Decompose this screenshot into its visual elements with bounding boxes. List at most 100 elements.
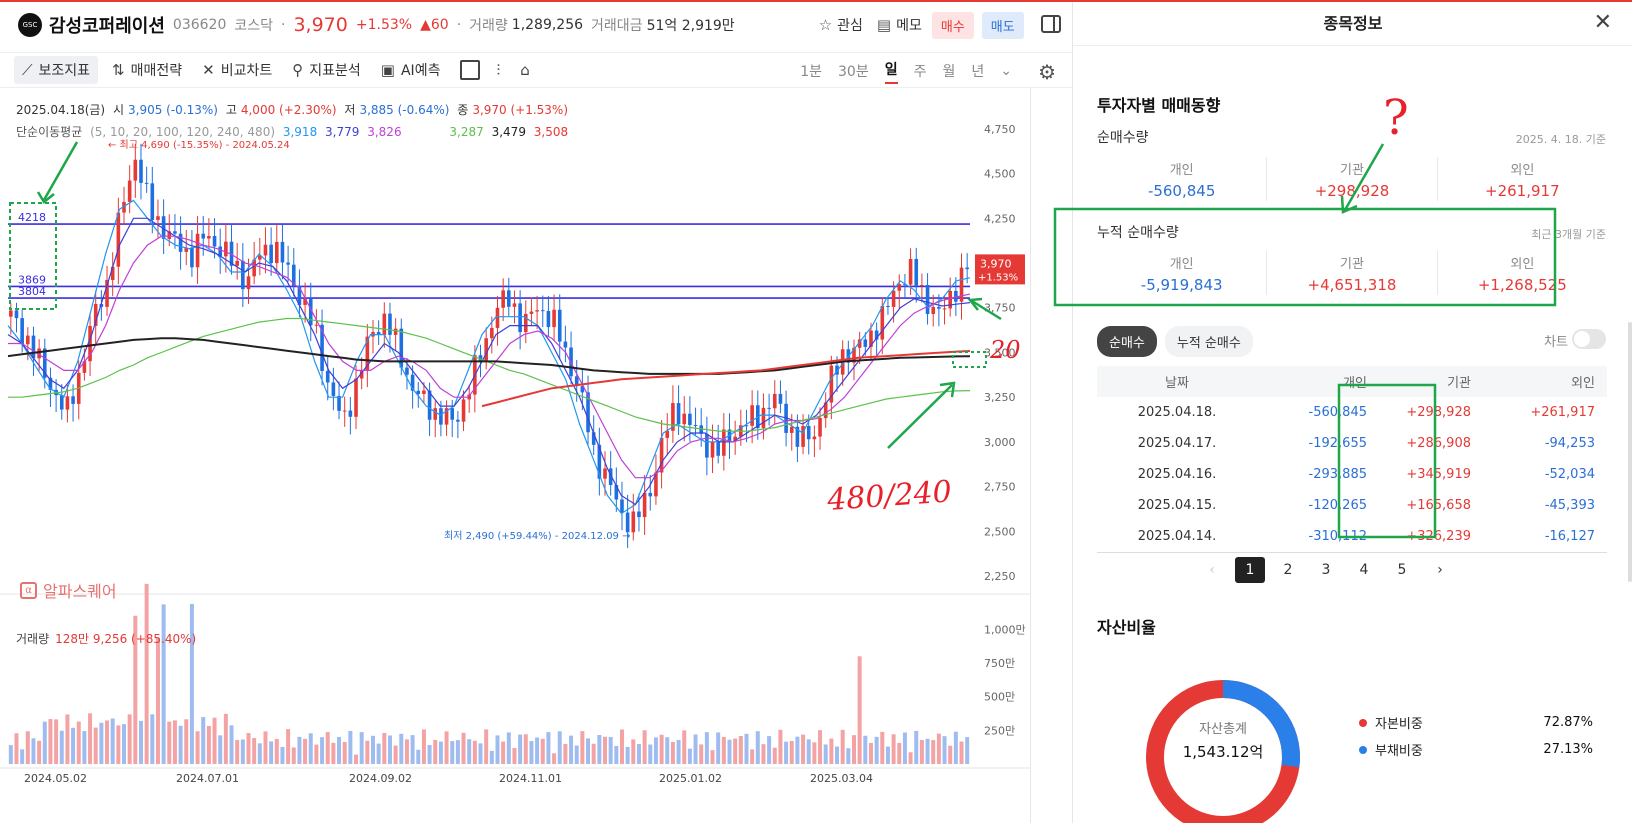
volume-bar [65, 714, 70, 764]
candle-body [869, 330, 873, 347]
date-tick-label: 2025.01.02 [659, 772, 722, 785]
volume-bar [229, 725, 234, 764]
volume-bar [506, 732, 511, 764]
volume-bar [846, 748, 851, 764]
volume-value: 1,289,256 [511, 17, 584, 33]
candle-body [631, 511, 636, 533]
volume-bar [744, 733, 749, 764]
strategy-button[interactable]: ⇅ 매매전략 [112, 60, 182, 80]
timeframe-1m[interactable]: 1분 [800, 64, 822, 80]
panel-title: 종목정보 [1073, 2, 1632, 46]
volume-legend-label: 거래량 [16, 632, 50, 646]
page-1[interactable]: 1 [1235, 557, 1265, 583]
candle-body [65, 396, 70, 410]
price-tick-label: 3,250 [984, 391, 1016, 404]
page-2[interactable]: 2 [1283, 562, 1293, 578]
timeframe-30m[interactable]: 30분 [838, 64, 869, 80]
analysis-button[interactable]: ⚲ 지표분석 [292, 60, 361, 80]
camera-icon[interactable]: ⌂ [520, 61, 530, 79]
chevron-down-icon[interactable]: ⌄ [1000, 63, 1012, 79]
volume-bar [76, 721, 81, 764]
gear-icon[interactable]: ⚙ [1038, 60, 1056, 84]
ma-line-ma100 [8, 317, 971, 432]
page-4[interactable]: 4 [1359, 562, 1369, 578]
volume-bar [835, 746, 840, 764]
volume-bar [608, 736, 613, 764]
volume-bar [8, 745, 13, 764]
volume-bar [523, 734, 528, 764]
col-label: 기관 [1340, 163, 1364, 178]
candle-body [433, 408, 438, 420]
candle-type-icon[interactable]: ⫶ [496, 61, 501, 79]
memo-button[interactable]: ▤ 메모 [877, 15, 922, 35]
volume-bar [416, 749, 421, 764]
candle-body [439, 408, 443, 425]
candle-body [444, 408, 449, 425]
panel-toggle-icon[interactable] [1041, 15, 1061, 33]
volume-bar [914, 730, 919, 764]
buy-button[interactable]: 매수 [931, 11, 974, 39]
volume-bar [902, 732, 907, 764]
page-3[interactable]: 3 [1321, 562, 1331, 578]
page-5[interactable]: 5 [1397, 562, 1407, 578]
candle-body [716, 441, 720, 456]
watch-button[interactable]: ☆ 관심 [819, 15, 863, 35]
timeframe-day[interactable]: 일 [884, 59, 898, 84]
volume-bar [761, 744, 766, 764]
stock-code: 036620 [172, 17, 227, 33]
timeframe-month[interactable]: 월 [942, 64, 956, 80]
candle-body [258, 255, 262, 260]
cum-foreign-value: +1,268,525 [1477, 276, 1567, 294]
tab-net-buy[interactable]: 순매수 [1097, 326, 1157, 357]
timeframe-year[interactable]: 년 [971, 64, 985, 80]
next-page-icon[interactable]: › [1437, 562, 1443, 578]
volume-bar [501, 741, 506, 764]
volume-bar [778, 729, 783, 764]
indicators-button[interactable]: ⟋ 보조지표 [14, 56, 99, 84]
volume-bar [382, 732, 387, 764]
net-buy-date: 2025. 4. 18. 기준 [1515, 133, 1606, 146]
ai-predict-button[interactable]: ▣ AI예측 [381, 60, 441, 80]
cell-date: 2025.04.17. [1137, 436, 1217, 451]
candle-body [852, 347, 856, 363]
chart-toggle[interactable] [1572, 329, 1606, 349]
close-icon[interactable]: ✕ [1593, 10, 1612, 35]
candle-body [348, 410, 353, 417]
panel-scrollbar[interactable] [1628, 322, 1632, 582]
volume-bar [738, 735, 743, 764]
legend-close: 3,970 (+1.53%) [472, 103, 569, 117]
volume-bar [535, 737, 540, 764]
price-chart[interactable]: 4,7504,5004,2504,0003,7503,5003,2503,000… [0, 88, 1072, 823]
layout-square-icon[interactable] [460, 60, 481, 80]
sell-button[interactable]: 매도 [981, 11, 1024, 39]
cumulative-highlight-box [1053, 207, 1557, 307]
tab-cumulative[interactable]: 누적 순매수 [1164, 326, 1253, 357]
volume-bar [574, 745, 579, 764]
legend-date: 2025.04.18(금) [16, 103, 106, 117]
candle-body [263, 244, 268, 256]
volume-bar [42, 721, 47, 764]
arrow-head [1340, 195, 1358, 214]
volume-bar [484, 729, 489, 764]
volume-bar [563, 743, 568, 764]
net-individual-value: -560,845 [1147, 182, 1216, 200]
ma-line-ma20 [8, 235, 971, 479]
compare-button[interactable]: ✕ 비교차트 [202, 60, 272, 80]
pagination: ‹ 1 2 3 4 5 › [1197, 557, 1463, 583]
volume-bar [354, 754, 359, 764]
debt-dot-icon [1359, 745, 1367, 754]
volume-bar [223, 713, 228, 764]
candle-body [405, 367, 409, 375]
legend-close-label: 종 [457, 103, 469, 117]
timeframe-week[interactable]: 주 [913, 64, 927, 80]
candle-body [637, 511, 641, 518]
prev-page-icon[interactable]: ‹ [1209, 562, 1215, 578]
volume-bar [925, 738, 930, 764]
cum-individual-value: -5,919,843 [1140, 276, 1223, 294]
volume-bar [829, 738, 834, 764]
cell-institution: +165,658 [1406, 498, 1471, 513]
volume-bar [201, 717, 206, 764]
volume-bar [489, 750, 494, 764]
candle-body [767, 407, 771, 409]
ma-value: 3,508 [533, 125, 569, 139]
